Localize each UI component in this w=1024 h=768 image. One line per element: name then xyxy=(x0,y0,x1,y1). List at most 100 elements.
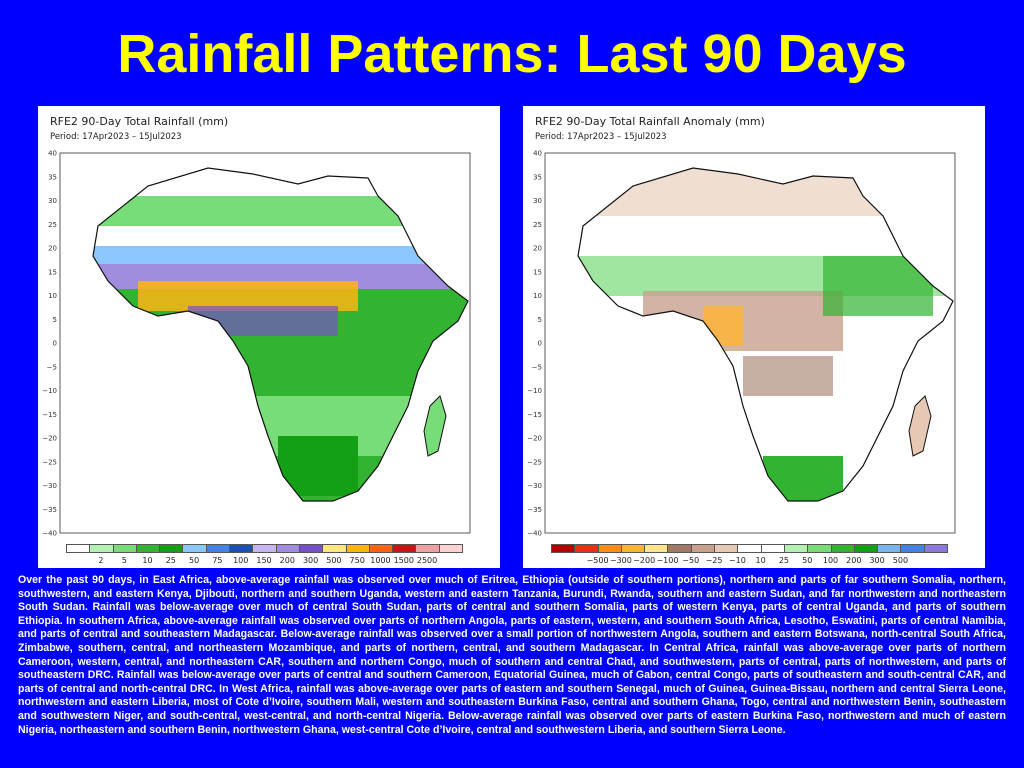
legend-swatch-right xyxy=(690,544,716,553)
legend-label-right: −100 xyxy=(656,556,679,565)
lat-tick-label-right: 20 xyxy=(533,245,542,253)
legend-swatch-left xyxy=(298,544,324,553)
legend-label-left: 50 xyxy=(189,556,200,565)
legend-label-left: 2500 xyxy=(416,556,438,565)
legend-swatch-left xyxy=(275,544,300,553)
legend-swatch-left xyxy=(89,544,114,553)
legend-swatch-left xyxy=(159,544,184,553)
legend-swatch-right xyxy=(667,544,692,553)
legend-swatch-right xyxy=(877,544,902,553)
legend-label-left: 100 xyxy=(233,556,249,565)
lat-tick-label-left: −5 xyxy=(47,363,57,371)
lat-tick-label-left: 30 xyxy=(48,197,57,205)
legend-label-left: 1000 xyxy=(370,556,391,565)
lat-tick-label-right: 30 xyxy=(533,197,542,205)
legend-label-right: 25 xyxy=(778,556,790,565)
lat-tick-label-left: 5 xyxy=(53,316,57,324)
legend-swatch-right xyxy=(760,544,785,553)
lat-tick-label-right: −15 xyxy=(527,411,542,419)
lat-tick-label-right: 0 xyxy=(538,340,542,348)
page-title: Rainfall Patterns: Last 90 Days xyxy=(117,24,907,84)
lat-tick-label-left: −20 xyxy=(42,435,57,443)
legend-swatch-left xyxy=(182,544,207,553)
legend-label-right: −500 xyxy=(586,556,609,565)
lat-tick-label-left: 10 xyxy=(48,292,57,300)
legend-label-right: −50 xyxy=(682,556,700,565)
lat-tick-label-right: 10 xyxy=(533,292,542,300)
legend-swatch-left xyxy=(135,544,161,553)
legend-swatch-left xyxy=(345,544,370,553)
lat-tick-label-left: −10 xyxy=(42,387,57,395)
lat-tick-label-right: −25 xyxy=(527,458,542,466)
legend-label-left: 2 xyxy=(98,556,104,565)
legend-swatch-right xyxy=(900,544,925,553)
legend-swatch-right xyxy=(597,544,622,553)
lat-tick-label-right: −40 xyxy=(527,530,542,537)
lat-tick-label-left: 40 xyxy=(48,150,57,158)
total-rainfall-map-panel: RFE2 90-Day Total Rainfall (mm) Period: … xyxy=(38,106,500,568)
lat-tick-label-right: −30 xyxy=(527,482,542,490)
legend-swatch-right xyxy=(551,544,576,553)
lat-tick-label-right: −10 xyxy=(527,387,542,395)
lat-tick-label-left: −40 xyxy=(42,530,57,537)
rainfall-anomaly-legend: −500 −300 −200 −100 −50 −25 −10 10 25 50 100 200 300… xyxy=(523,536,985,566)
legend-swatch-left xyxy=(438,544,463,553)
legend-swatch-left xyxy=(229,544,254,553)
legend-label-left: 1500 xyxy=(393,556,414,565)
lat-tick-label-left: 15 xyxy=(48,268,57,276)
lat-tick-label-left: −25 xyxy=(42,458,57,466)
lat-tick-label-left: 25 xyxy=(48,221,57,229)
legend-swatch-left xyxy=(392,544,417,553)
legend-swatch-left xyxy=(252,544,277,553)
legend-swatch-right xyxy=(644,544,669,553)
lat-ticks-left: 40 35 30 25 20 15 10 5 0 −5 −10 −15 −20 −25 −30 −35 −40 xyxy=(42,150,57,537)
lat-tick-label-right: 5 xyxy=(538,316,542,324)
legend-label-right: 10 xyxy=(755,556,766,565)
legend-swatch-right xyxy=(807,544,832,553)
legend-swatch-right xyxy=(923,544,948,553)
legend-label-right: −300 xyxy=(609,556,632,565)
rainfall-anomaly-map-title: RFE2 90-Day Total Rainfall Anomaly (mm) xyxy=(535,115,765,128)
rainfall-description: Over the past 90 days, in East Africa, a… xyxy=(18,574,1006,736)
legend-label-left: 500 xyxy=(326,556,342,565)
legend-label-right: 50 xyxy=(802,556,813,565)
legend-label-right: 200 xyxy=(846,556,862,565)
legend-swatch-left xyxy=(112,544,137,553)
rainfall-anomaly-map-panel: RFE2 90-Day Total Rainfall Anomaly (mm) … xyxy=(523,106,985,568)
legend-swatch-right xyxy=(714,544,739,553)
total-rainfall-map-title: RFE2 90-Day Total Rainfall (mm) xyxy=(50,115,229,128)
lat-tick-label-right: −35 xyxy=(527,506,542,514)
total-rainfall-legend: 2 5 10 25 50 75 100 150 200 300 500 750 1000 1500 2500 xyxy=(38,536,500,566)
lat-tick-label-right: 40 xyxy=(533,150,542,158)
legend-label-left: 5 xyxy=(121,556,127,565)
legend-swatch-left xyxy=(205,544,231,553)
legend-label-right: −25 xyxy=(705,556,723,565)
legend-swatch-right xyxy=(830,544,855,553)
lat-tick-label-right: 35 xyxy=(533,173,542,181)
total-rainfall-map: 4035302520151050−5−10−15−20−25−30−35−40 … xyxy=(42,150,471,537)
lat-tick-label-right: −20 xyxy=(527,435,542,443)
lat-tick-label-right: 25 xyxy=(533,221,542,229)
legend-swatch-left xyxy=(415,544,440,553)
lat-tick-label-left: −30 xyxy=(42,482,57,490)
lat-tick-label-left: 20 xyxy=(48,245,57,253)
legend-label-right: 500 xyxy=(892,556,909,565)
legend-label-left: 150 xyxy=(256,556,272,565)
lat-tick-label-right: −5 xyxy=(532,363,542,371)
legend-label-left: 25 xyxy=(165,556,176,565)
legend-swatch-right xyxy=(737,544,762,553)
legend-label-left: 75 xyxy=(212,556,223,565)
lat-ticks-right: 40 35 30 25 20 15 10 5 0 −5 −10 −15 −20 −25 −30 −35 −40 xyxy=(527,150,542,537)
lat-tick-label-left: 35 xyxy=(48,173,57,181)
legend-swatch-right xyxy=(853,544,879,553)
rainfall-anomaly-map: 4035302520151050−5−10−15−20−25−30−35−40 … xyxy=(527,150,956,537)
lat-tick-label-left: −15 xyxy=(42,411,57,419)
legend-label-left: 10 xyxy=(142,556,153,565)
legend-swatch-right xyxy=(620,544,646,553)
legend-label-right: 300 xyxy=(869,556,885,565)
legend-label-right: −200 xyxy=(633,556,656,565)
total-rainfall-map-period: Period: 17Apr2023 – 15Jul2023 xyxy=(50,132,182,142)
legend-label-left: 200 xyxy=(279,556,295,565)
legend-label-right: 100 xyxy=(822,556,839,565)
legend-swatch-right xyxy=(783,544,809,553)
